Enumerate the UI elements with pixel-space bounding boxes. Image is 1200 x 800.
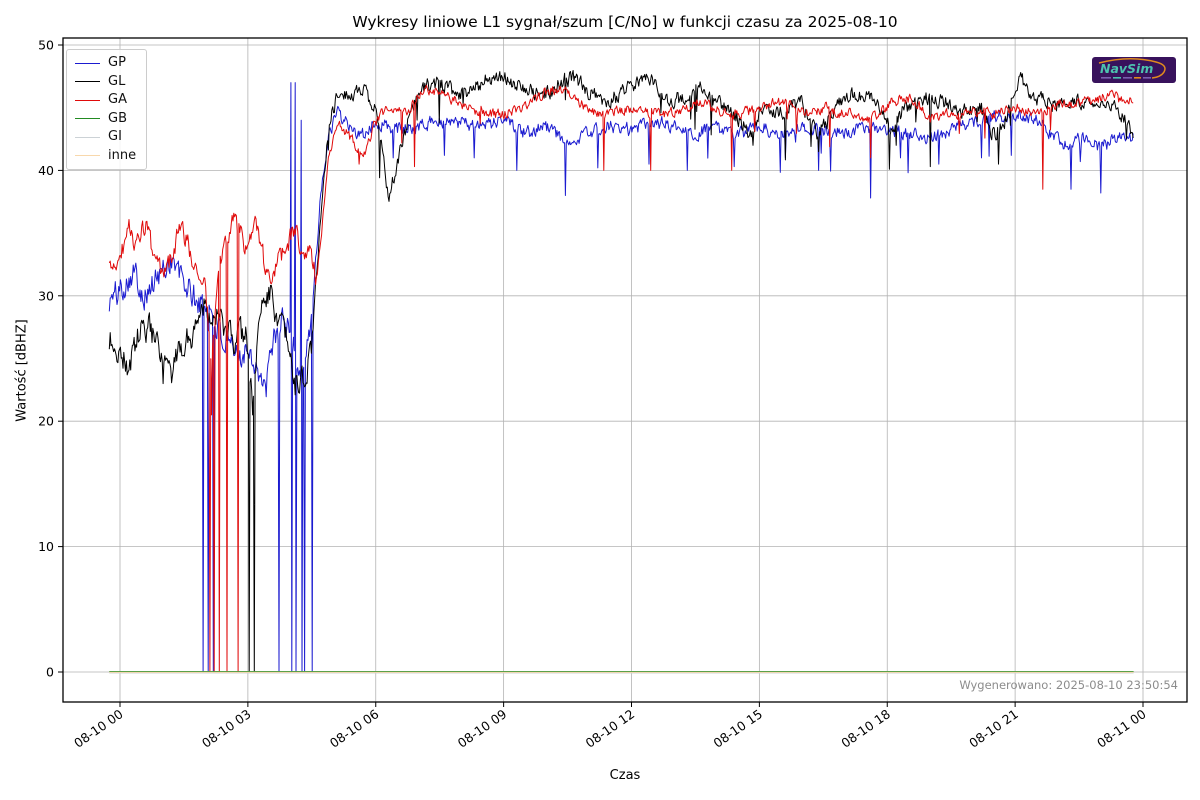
x-tick-label: 08-10 09 xyxy=(455,706,510,751)
x-tick-label: 08-10 12 xyxy=(583,706,638,751)
navsim-logo-graphic: NavSim xyxy=(1092,57,1176,83)
legend-label-inne: inne xyxy=(108,147,137,163)
x-tick-label: 08-10 03 xyxy=(199,706,254,751)
generated-timestamp: Wygenerowano: 2025-08-10 23:50:54 xyxy=(959,678,1178,692)
legend-item-GP: GP xyxy=(75,56,136,70)
y-axis-label: Wartość [dBHZ] xyxy=(14,319,30,422)
legend-item-inne: inne xyxy=(75,147,137,163)
legend-label-GA: GA xyxy=(108,92,127,107)
navsim-logo-text: NavSim xyxy=(1100,61,1153,76)
axes-frame xyxy=(62,37,1188,703)
series-GA-line xyxy=(108,84,1134,673)
legend-swatch-GP xyxy=(75,62,100,64)
x-tick-label: 08-10 06 xyxy=(327,706,382,751)
x-tick-label: 08-10 18 xyxy=(838,706,893,751)
series-lines xyxy=(108,70,1134,674)
legend-label-GB: GB xyxy=(108,110,127,126)
y-tick-label: 10 xyxy=(38,539,54,554)
tick-marks xyxy=(58,44,1144,707)
logo-swoosh xyxy=(1098,58,1166,79)
x-tick-label: 08-10 15 xyxy=(710,706,765,751)
chart-legend: GP GL GA GB GI inne xyxy=(66,49,148,170)
grid-lines xyxy=(63,38,1187,702)
legend-swatch-GI xyxy=(75,136,100,138)
y-tick-labels: 0 10 20 30 40 50 xyxy=(38,38,54,680)
legend-label-GP: GP xyxy=(108,55,126,70)
series-GL-line xyxy=(108,70,1134,673)
logo-subtitle-pixels xyxy=(1101,77,1151,79)
x-tick-label: 08-10 21 xyxy=(966,706,1021,751)
series-GP-line xyxy=(108,82,1134,673)
y-tick-label: 0 xyxy=(46,665,54,680)
legend-label-GL: GL xyxy=(108,73,126,89)
legend-item-GB: GB xyxy=(75,110,136,126)
y-tick-label: 40 xyxy=(38,163,54,178)
legend-swatch-inne xyxy=(75,155,100,156)
x-tick-label: 08-10 00 xyxy=(71,706,126,751)
y-tick-label: 20 xyxy=(38,414,54,429)
logo-background xyxy=(1092,57,1176,83)
x-tick-label: 08-11 00 xyxy=(1094,706,1149,751)
y-tick-label: 30 xyxy=(38,288,54,303)
x-axis-label: Czas xyxy=(609,768,641,783)
legend-item-GA: GA xyxy=(75,93,136,107)
legend-item-GI: GI xyxy=(75,130,136,144)
legend-label-GI: GI xyxy=(108,129,122,144)
y-tick-label: 50 xyxy=(38,38,54,53)
x-tick-labels: 08-10 00 08-10 03 08-10 06 08-10 09 08-10 12… xyxy=(71,706,1149,751)
legend-swatch-GA xyxy=(75,99,100,101)
chart-title: Wykresy liniowe L1 sygnał/szum [C/No] w … xyxy=(352,13,898,31)
legend-item-GL: GL xyxy=(75,73,136,89)
legend-swatch-GB xyxy=(75,118,100,119)
legend-swatch-GL xyxy=(75,81,100,82)
